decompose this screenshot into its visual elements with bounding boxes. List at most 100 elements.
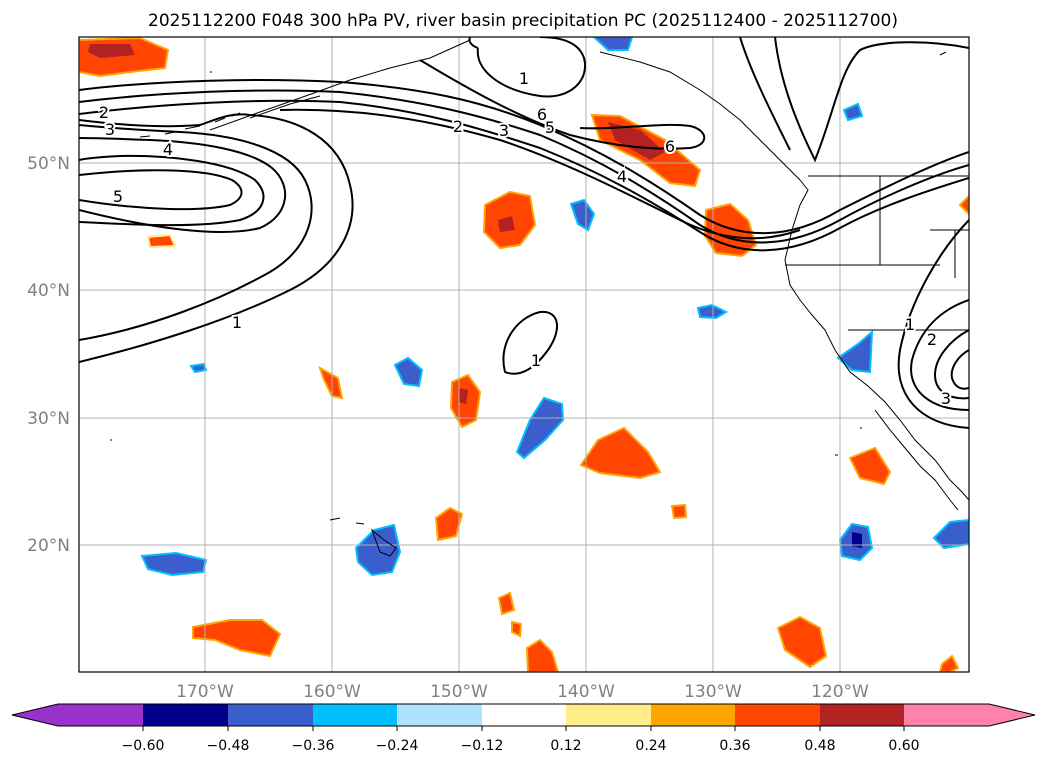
- pv-contour-4: [79, 154, 265, 227]
- pv-contour-right: [950, 349, 969, 390]
- colorbar-tick-label: −0.12: [461, 738, 504, 754]
- contour-label: 2: [99, 103, 109, 122]
- precip-negative-blob: [932, 518, 969, 550]
- contour-label: 2: [453, 117, 463, 136]
- precip-positive-blob: [192, 619, 282, 658]
- contour-label: 5: [545, 118, 555, 137]
- colorbar-segment: [735, 704, 820, 726]
- colorbar-tick-label: 0.12: [550, 738, 581, 754]
- contour-label: 5: [113, 187, 123, 206]
- pv-contour-right: [910, 299, 969, 411]
- pv-contours: [79, 37, 969, 429]
- lon-label: 140°W: [557, 682, 615, 702]
- precip-positive-blob: [670, 503, 688, 520]
- colorbar-tick-label: 0.60: [888, 738, 919, 754]
- lon-label: 130°W: [684, 682, 742, 702]
- latitude-labels: 50°N 40°N 30°N 20°N: [27, 154, 70, 556]
- colorbar-segment: [228, 704, 313, 726]
- precip-positive-blob: [525, 638, 560, 672]
- longitude-labels: 170°W 160°W 150°W 140°W 130°W 120°W: [176, 682, 869, 702]
- contour-label: 3: [499, 121, 509, 140]
- precip-positive-blob: [146, 233, 177, 249]
- precip-negative-blob: [354, 523, 402, 577]
- pv-contour-6: [419, 59, 706, 150]
- precip-positive-blob: [511, 620, 523, 638]
- pv-contour-east: [774, 37, 969, 163]
- lat-label: 30°N: [27, 409, 70, 429]
- contour-label: 1: [905, 315, 915, 334]
- hawaii-islands: [329, 517, 397, 557]
- colorbar-extend-high: [989, 704, 1035, 726]
- contour-label: 1: [531, 351, 541, 370]
- colorbar-segment: [482, 704, 566, 726]
- map-frame: [78, 36, 970, 673]
- baja-california: [874, 409, 959, 511]
- lon-label: 170°W: [176, 682, 234, 702]
- colorbar-segment: [58, 704, 143, 726]
- precip-negative-blob: [515, 396, 565, 460]
- colorbar-extend-low: [12, 704, 58, 726]
- map-background: [79, 37, 969, 672]
- lat-label: 40°N: [27, 281, 70, 301]
- precip-negative-blob: [393, 356, 424, 388]
- precip-positive-blob: [776, 615, 828, 669]
- contour-label: 2: [927, 330, 937, 349]
- gridlines: [79, 37, 969, 672]
- colorbar-tick-label: 0.24: [635, 738, 666, 754]
- colorbar-tick-marks: [142, 726, 905, 731]
- precip-very-negative-blob: [852, 532, 862, 548]
- contour-label: 1: [232, 313, 242, 332]
- aleutian-islands: [139, 112, 241, 138]
- colorbar-tick-label: −0.60: [122, 738, 165, 754]
- lat-label: 50°N: [27, 154, 70, 174]
- state-borders: [785, 175, 969, 331]
- lat-label: 20°N: [27, 536, 70, 556]
- pv-contour-3: [79, 137, 287, 233]
- precip-strong-positive-blob: [88, 44, 135, 58]
- colorbar-tick-label: 0.48: [804, 738, 835, 754]
- precip-positive-blob: [848, 446, 892, 486]
- contour-label: 4: [617, 167, 627, 186]
- colorbar-tick-labels: −0.60 −0.48 −0.36 −0.24 −0.12 0.12 0.24 …: [122, 738, 920, 754]
- contour-label: 3: [105, 120, 115, 139]
- pv-contour-upper: [79, 89, 969, 244]
- contour-label: 3: [941, 389, 951, 408]
- precip-blobs: [79, 37, 969, 672]
- pv-contour-upper: [79, 99, 969, 252]
- precip-negative-blob: [592, 37, 634, 51]
- contour-label: 6: [537, 105, 547, 124]
- pv-contour-5: [79, 169, 243, 211]
- pv-contour-closed-1: [468, 37, 587, 98]
- precip-strong-positive-blob: [608, 122, 665, 160]
- colorbar-segment: [820, 704, 904, 726]
- pv-contour-right: [933, 329, 969, 400]
- contour-label: 1: [519, 69, 529, 88]
- precip-positive-blob: [958, 194, 969, 216]
- alaska-coast: [209, 39, 801, 181]
- precip-negative-blob: [696, 303, 729, 320]
- precip-strong-positive-blob: [459, 388, 468, 404]
- small-islands: [110, 51, 947, 456]
- colorbar-segment: [651, 704, 735, 726]
- colorbar-segment: [566, 704, 651, 726]
- precip-negative-blob: [189, 362, 208, 374]
- precip-negative-blob: [140, 551, 208, 577]
- colorbar-tick-label: −0.24: [376, 738, 419, 754]
- colorbar-tick-label: −0.36: [292, 738, 335, 754]
- lon-label: 150°W: [430, 682, 488, 702]
- precip-strong-positive-blob: [498, 216, 515, 232]
- colorbar-tick-label: −0.48: [207, 738, 250, 754]
- pv-contour-closed: [502, 310, 559, 375]
- pv-contour-upper: [279, 108, 801, 240]
- precip-positive-blob: [579, 426, 662, 480]
- contour-label: 6: [665, 137, 675, 156]
- pv-contour-upper: [79, 79, 969, 235]
- lon-label: 160°W: [303, 682, 361, 702]
- colorbar-segment: [904, 704, 989, 726]
- precip-negative-blob: [842, 102, 864, 122]
- colorbar-outline: [11, 703, 1036, 727]
- pv-contour-2: [79, 124, 313, 341]
- colorbar-tick-label: 0.36: [719, 738, 750, 754]
